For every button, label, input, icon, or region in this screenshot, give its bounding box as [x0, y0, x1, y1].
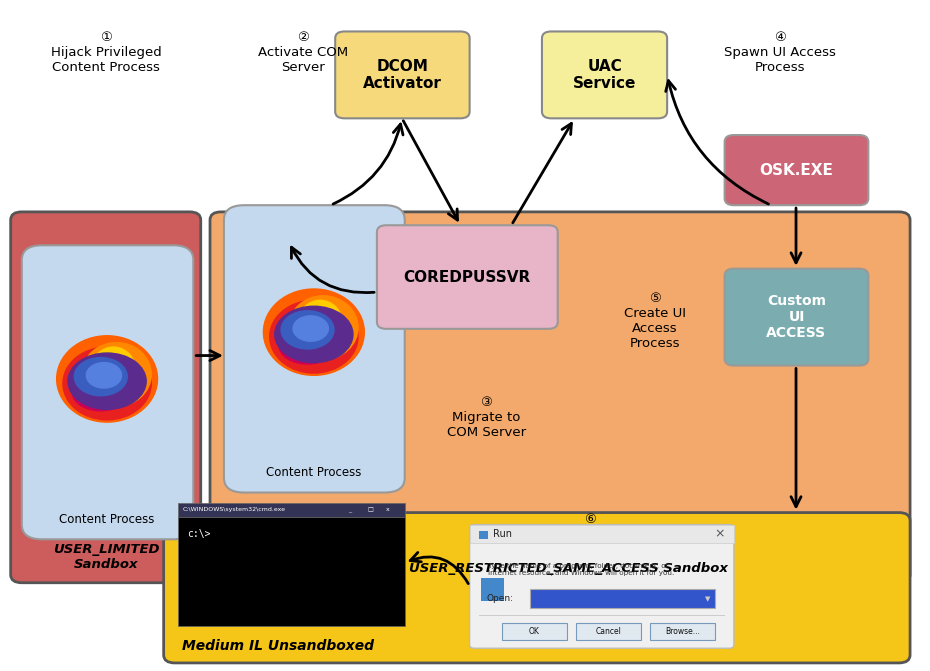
FancyBboxPatch shape — [502, 623, 567, 640]
Text: Open:: Open: — [486, 594, 513, 603]
Ellipse shape — [288, 296, 358, 360]
Text: COREDPUSSVR: COREDPUSSVR — [404, 270, 531, 285]
FancyBboxPatch shape — [577, 623, 641, 640]
FancyBboxPatch shape — [724, 135, 869, 205]
Text: Custom
UI
ACCESS: Custom UI ACCESS — [766, 294, 827, 340]
Text: UAC
Service: UAC Service — [573, 58, 636, 91]
FancyBboxPatch shape — [210, 212, 910, 582]
Text: ▼: ▼ — [705, 596, 711, 602]
Text: ③
Migrate to
COM Server: ③ Migrate to COM Server — [446, 396, 525, 439]
Text: _: _ — [347, 507, 352, 513]
FancyBboxPatch shape — [470, 525, 734, 648]
Circle shape — [68, 353, 146, 409]
Ellipse shape — [63, 347, 152, 420]
Text: ⑥
Script Run Dialog: ⑥ Script Run Dialog — [533, 513, 647, 541]
Circle shape — [281, 311, 334, 349]
FancyBboxPatch shape — [650, 623, 715, 640]
Text: Type the name of a program, folder, document, or
Internet resource, and Windows : Type the name of a program, folder, docu… — [488, 564, 674, 576]
Text: Content Process: Content Process — [266, 466, 362, 479]
Bar — [178, 503, 405, 517]
Text: OSK.EXE: OSK.EXE — [760, 162, 833, 178]
Text: x: x — [384, 507, 390, 513]
FancyBboxPatch shape — [335, 32, 470, 118]
Text: Browse...: Browse... — [666, 627, 700, 636]
Ellipse shape — [82, 343, 152, 406]
FancyBboxPatch shape — [21, 246, 193, 539]
Text: ④
Spawn UI Access
Process: ④ Spawn UI Access Process — [724, 32, 836, 74]
Bar — [479, 615, 724, 616]
Ellipse shape — [91, 347, 136, 393]
FancyBboxPatch shape — [724, 268, 869, 366]
FancyBboxPatch shape — [224, 205, 405, 493]
Text: □: □ — [365, 507, 374, 513]
Ellipse shape — [270, 301, 358, 373]
Text: ①
Hijack Privileged
Content Process: ① Hijack Privileged Content Process — [51, 32, 162, 74]
FancyBboxPatch shape — [479, 531, 488, 539]
Text: ②
Activate COM
Server: ② Activate COM Server — [258, 32, 348, 74]
Text: C:\WINDOWS\system32\cmd.exe: C:\WINDOWS\system32\cmd.exe — [183, 507, 286, 513]
Text: c:\>: c:\> — [187, 529, 210, 539]
Text: Medium IL Unsandboxed: Medium IL Unsandboxed — [182, 639, 374, 653]
Text: USER_RESTRICTED_SAME_ACCESS Sandbox: USER_RESTRICTED_SAME_ACCESS Sandbox — [409, 562, 728, 575]
Ellipse shape — [57, 336, 157, 422]
FancyBboxPatch shape — [542, 32, 667, 118]
Circle shape — [293, 316, 328, 342]
Text: ⑤
Create UI
Access
Process: ⑤ Create UI Access Process — [624, 292, 686, 350]
Text: Cancel: Cancel — [596, 627, 621, 636]
Circle shape — [274, 306, 353, 362]
Text: Run: Run — [493, 529, 512, 539]
Text: DCOM
Activator: DCOM Activator — [363, 58, 442, 91]
FancyBboxPatch shape — [530, 589, 715, 608]
Circle shape — [74, 358, 127, 396]
Bar — [470, 525, 734, 544]
Text: OK: OK — [529, 627, 540, 636]
FancyBboxPatch shape — [481, 578, 504, 601]
FancyBboxPatch shape — [10, 212, 201, 582]
Ellipse shape — [73, 374, 129, 411]
Text: ×: × — [715, 527, 725, 540]
FancyBboxPatch shape — [377, 225, 558, 329]
Ellipse shape — [299, 301, 342, 346]
FancyBboxPatch shape — [164, 513, 910, 663]
Text: USER_LIMITED
Sandbox: USER_LIMITED Sandbox — [53, 543, 159, 571]
Bar — [178, 517, 405, 626]
Circle shape — [86, 362, 122, 388]
Ellipse shape — [263, 289, 365, 375]
Text: Content Process: Content Process — [60, 513, 154, 526]
Ellipse shape — [279, 327, 336, 364]
